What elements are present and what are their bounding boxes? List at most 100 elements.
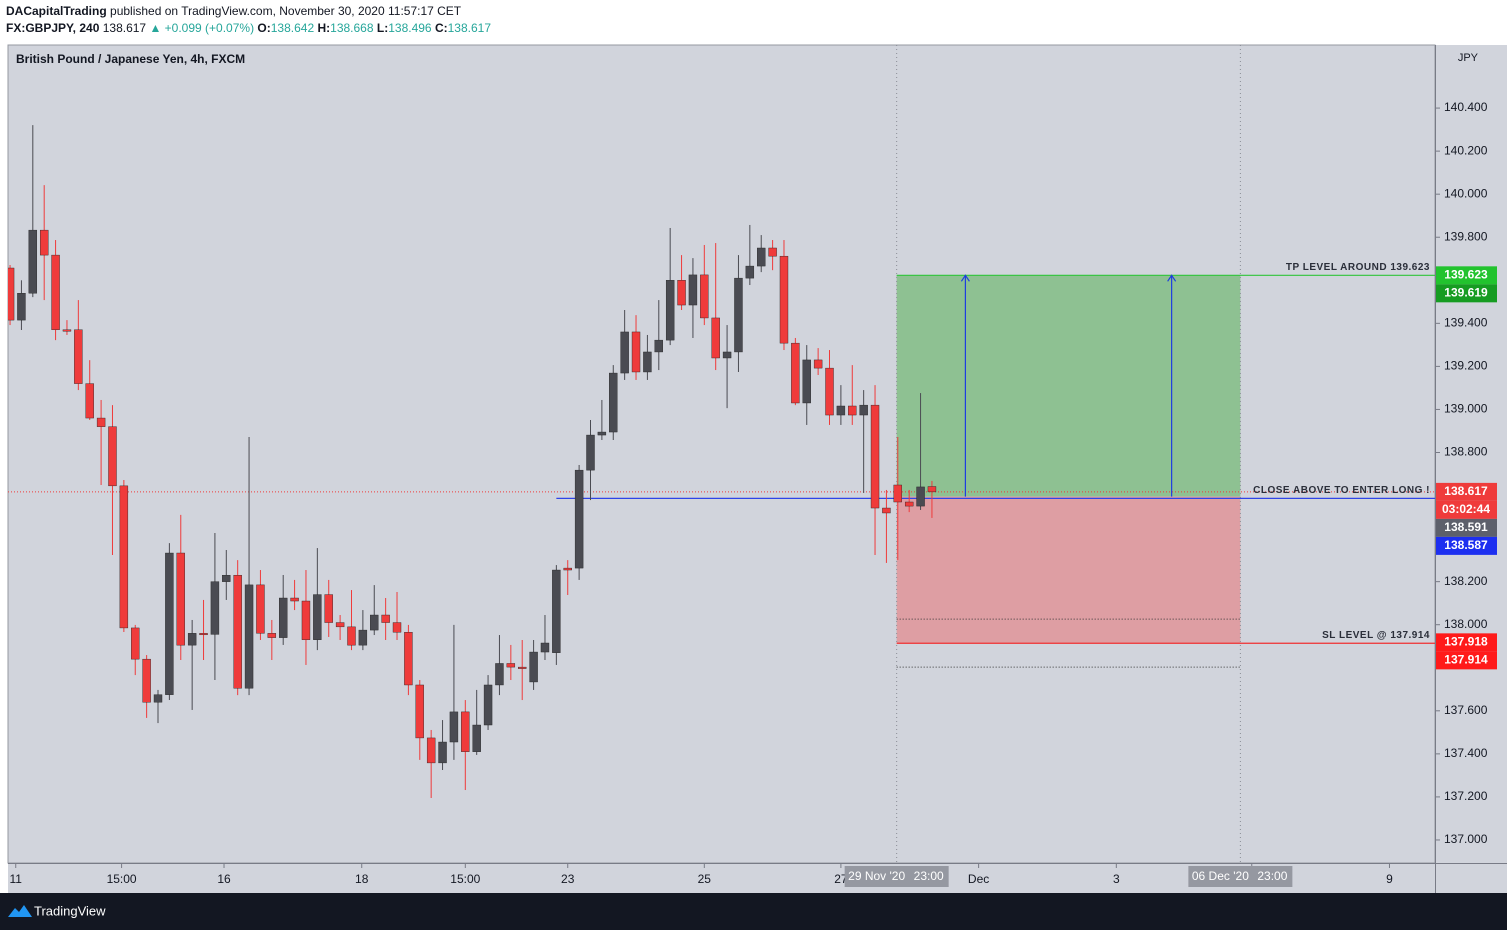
price-label: 138.591 — [1444, 520, 1488, 534]
time-marker-time: 23:00 — [914, 869, 944, 883]
candle-body — [51, 254, 60, 330]
candle-body — [233, 574, 242, 689]
candle-body — [825, 367, 834, 416]
x-tick-label: 16 — [217, 872, 231, 886]
candle-body — [153, 694, 163, 703]
candle-body — [244, 584, 254, 689]
candle-body — [17, 292, 26, 321]
ohlc-value: 138.617 — [448, 21, 492, 35]
candle-body — [620, 331, 629, 374]
candle-body — [483, 684, 493, 726]
x-tick-label: 23 — [561, 872, 575, 886]
price-label-box — [1436, 651, 1497, 670]
y-tick-label: 138.200 — [1444, 574, 1488, 588]
y-tick-label: 139.800 — [1444, 229, 1488, 243]
candle-body — [609, 372, 618, 433]
candle-body — [711, 317, 720, 359]
chart-title: British Pound / Japanese Yen, 4h, FXCM — [16, 52, 245, 66]
candle-body — [142, 658, 151, 703]
y-tick-label: 140.000 — [1444, 186, 1488, 200]
candle-body — [267, 633, 277, 638]
currency: JPY — [1458, 52, 1479, 64]
overlay: TP LEVEL AROUND 139.623 CLOSE ABOVE TO EN… — [10, 100, 1497, 887]
candle-body — [449, 711, 459, 743]
candle-body — [768, 247, 777, 257]
published: published on TradingView.com, November 3… — [110, 4, 462, 18]
candle-body — [870, 404, 880, 509]
candle-body — [665, 280, 675, 341]
candle-body — [74, 329, 83, 384]
header-line-2: FX:GBPJPY, 240 138.617 ▲ +0.099 (+0.07%)… — [6, 21, 491, 35]
y-tick-label: 140.400 — [1444, 100, 1488, 114]
candle-body — [779, 255, 789, 344]
candle-body — [563, 567, 572, 571]
candle-body — [39, 229, 49, 256]
x-tick-label: 3 — [1113, 872, 1120, 886]
y-tick-label: 140.200 — [1444, 143, 1488, 157]
candle-body — [586, 434, 595, 471]
x-tick-label: 11 — [10, 872, 23, 886]
y-tick-label: 139.400 — [1444, 316, 1488, 330]
price-label-box — [1436, 536, 1497, 555]
y-tick-label: 137.200 — [1444, 789, 1488, 803]
price-axis — [1436, 45, 1507, 863]
author: DACapitalTrading — [6, 4, 107, 18]
y-tick-label: 137.000 — [1444, 832, 1488, 846]
price-label: 138.617 — [1444, 484, 1488, 498]
candle-body — [290, 597, 299, 602]
x-tick-label: 18 — [355, 872, 369, 886]
candle-body — [199, 633, 208, 636]
ohlc-label: L: — [377, 21, 388, 35]
price-label-box — [1436, 500, 1497, 519]
ohlc-value: 138.668 — [330, 21, 374, 35]
footer-bar — [0, 893, 1507, 930]
candle-body — [335, 622, 345, 628]
candle-body — [222, 574, 231, 582]
candle-body — [813, 359, 823, 369]
candle-body — [859, 404, 868, 416]
candle-body — [301, 600, 311, 640]
candle-body — [187, 633, 197, 646]
candle-body — [415, 684, 424, 739]
price-label: 137.914 — [1444, 653, 1488, 667]
candle-body — [370, 614, 379, 631]
candle-body — [256, 584, 265, 634]
candle-body — [722, 351, 732, 359]
y-tick-label: 139.000 — [1444, 402, 1488, 416]
candle-body — [529, 651, 538, 683]
time-marker-box — [844, 866, 949, 887]
time-marker-date: 06 Dec '20 — [1192, 869, 1249, 883]
candle-body — [28, 229, 38, 294]
candle-body — [313, 594, 322, 640]
y-tick-label: 138.800 — [1444, 445, 1488, 459]
candle-body — [472, 724, 481, 752]
y-tick-label: 138.000 — [1444, 617, 1488, 631]
candle-body — [518, 666, 527, 669]
candle-body — [461, 711, 470, 752]
price-label-box — [1436, 482, 1497, 501]
loss-zone — [896, 496, 1241, 644]
candle-body — [85, 383, 94, 419]
time-marker-time: 23:00 — [1257, 869, 1287, 883]
candle-body — [495, 663, 504, 686]
ohlc-value: 138.496 — [388, 21, 432, 35]
candle-body — [506, 663, 516, 668]
candle-body — [96, 417, 106, 427]
candle-body — [893, 484, 902, 503]
x-tick-label: 9 — [1386, 872, 1393, 886]
price-label: 139.619 — [1444, 286, 1488, 300]
candle-body — [8, 267, 15, 321]
arrow-head — [1167, 274, 1177, 282]
candle-body — [574, 469, 584, 569]
candle-body — [540, 642, 550, 653]
candle-body — [791, 342, 800, 404]
level-annotation: SL LEVEL @ 137.914 — [1322, 630, 1430, 641]
profit-zone — [896, 275, 1241, 497]
y-tick-label: 137.400 — [1444, 746, 1488, 760]
candle-body — [131, 627, 140, 660]
candle-body — [552, 569, 561, 653]
candle-body — [279, 597, 288, 638]
candle-body — [392, 622, 402, 633]
price-label: 138.587 — [1444, 538, 1488, 552]
